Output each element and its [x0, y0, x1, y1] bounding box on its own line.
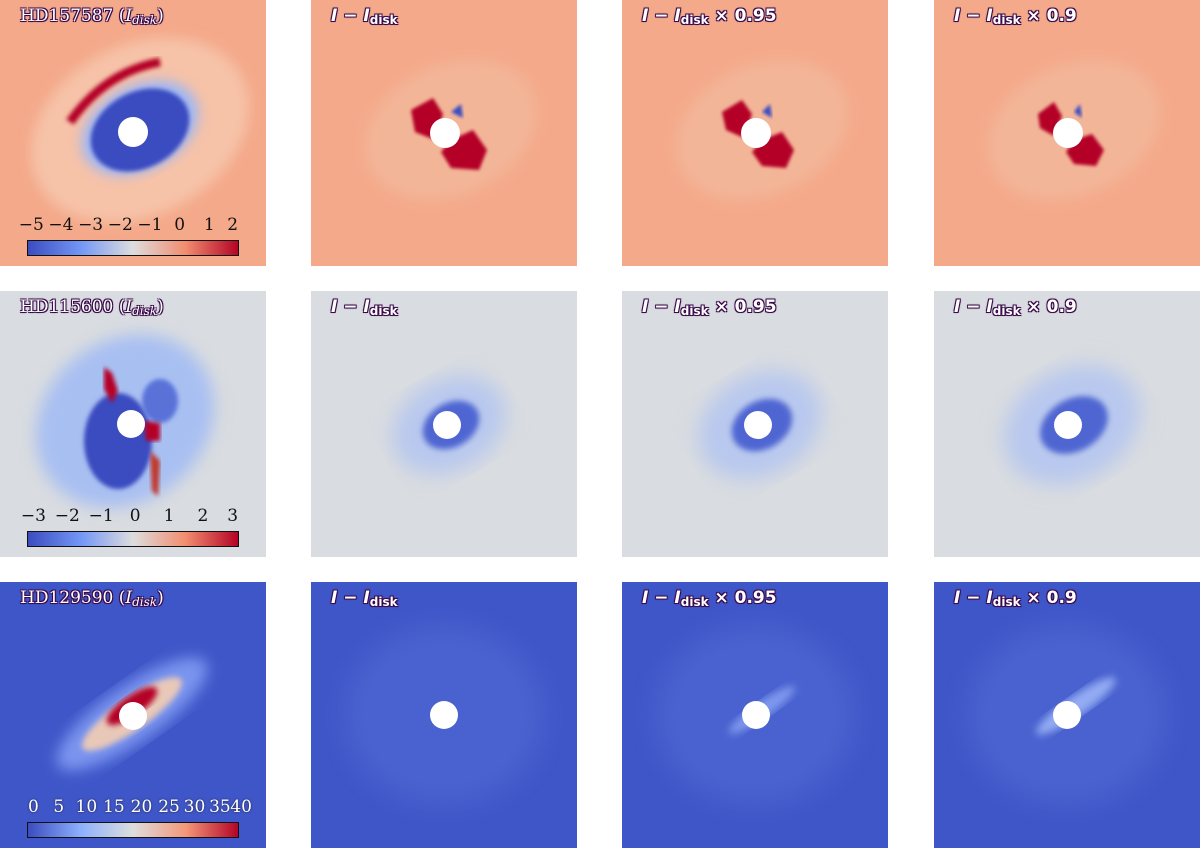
colorbar-tick: −1 [137, 215, 163, 235]
residual-image [311, 0, 577, 266]
residual-image [622, 0, 888, 266]
colorbar-tick: 30 [183, 797, 206, 817]
panel-hd129590-residual-09: I − Idisk × 0.9 [934, 582, 1200, 848]
residual-image [934, 291, 1200, 557]
panel-title: I − Idisk [331, 588, 398, 609]
colorbar-tick: 5 [53, 797, 65, 817]
colorbar-tick: 35 [209, 797, 231, 817]
panel-title: HD157587 (Idisk) [20, 6, 164, 27]
colorbar-ticks: −5 −4 −3 −2 −1 0 1 2 [19, 214, 239, 238]
colorbar-tick: 0 [129, 506, 141, 526]
disk-image [0, 291, 266, 557]
panel-title: I − Idisk [331, 6, 398, 27]
colorbar-tick: 0 [27, 797, 39, 817]
panel-hd157587-residual-095: I − Idisk × 0.95 [622, 0, 888, 266]
panel-title: HD129590 (Idisk) [20, 588, 164, 609]
colorbar-tick: −1 [88, 506, 114, 526]
panel-hd115600-disk: HD115600 (Idisk) −3 −2 −1 0 1 2 3 [0, 291, 266, 557]
colorbar-tick: 3 [227, 506, 239, 526]
residual-image [934, 582, 1200, 848]
colorbar-tick: 1 [163, 506, 175, 526]
colorbar-tick: −2 [54, 506, 80, 526]
colorbar-tick: −3 [78, 215, 104, 235]
colorbar-ticks: 0 5 10 15 20 25 30 35 40 [27, 796, 252, 820]
colorbar-tick: −3 [20, 506, 46, 526]
colorbar [27, 822, 239, 838]
colorbar-tick: −2 [107, 215, 133, 235]
panel-title: I − Idisk × 0.95 [642, 6, 777, 27]
panel-title: I − Idisk [331, 297, 398, 318]
residual-image [622, 582, 888, 848]
panel-title: I − Idisk × 0.9 [954, 588, 1077, 609]
colorbar-tick: 1 [203, 215, 215, 235]
colorbar [27, 531, 239, 547]
residual-image [934, 0, 1200, 266]
panel-title: I − Idisk × 0.9 [954, 6, 1077, 27]
panel-hd129590-disk: HD129590 (Idisk) 0 5 10 15 20 25 30 35 4… [0, 582, 266, 848]
colorbar-tick: 2 [197, 506, 209, 526]
disk-image [0, 0, 266, 266]
colorbar [27, 240, 239, 256]
panel-hd129590-residual: I − Idisk [311, 582, 577, 848]
panel-hd115600-residual: I − Idisk [311, 291, 577, 557]
colorbar-tick: 15 [103, 797, 125, 817]
residual-image [311, 291, 577, 557]
panel-hd115600-residual-095: I − Idisk × 0.95 [622, 291, 888, 557]
colorbar-tick: 40 [230, 797, 252, 817]
colorbar-tick: 20 [130, 797, 153, 817]
panel-hd115600-residual-09: I − Idisk × 0.9 [934, 291, 1200, 557]
colorbar-ticks: −3 −2 −1 0 1 2 3 [21, 505, 239, 529]
panel-hd129590-residual-095: I − Idisk × 0.95 [622, 582, 888, 848]
colorbar-tick: −4 [48, 215, 74, 235]
colorbar-tick: −5 [18, 215, 44, 235]
residual-image [622, 291, 888, 557]
panel-title: I − Idisk × 0.95 [642, 297, 777, 318]
panel-title: I − Idisk × 0.9 [954, 297, 1077, 318]
disk-image [0, 582, 266, 848]
panel-title: HD115600 (Idisk) [20, 297, 164, 318]
panel-title: I − Idisk × 0.95 [642, 588, 777, 609]
residual-image [311, 582, 577, 848]
colorbar-tick: 25 [158, 797, 180, 817]
panel-hd157587-disk: HD157587 (Idisk) −5 −4 −3 −2 −1 0 1 2 [0, 0, 266, 266]
colorbar-tick: 2 [227, 215, 239, 235]
colorbar-tick: 10 [75, 797, 98, 817]
panel-hd157587-residual: I − Idisk [311, 0, 577, 266]
panel-hd157587-residual-09: I − Idisk × 0.9 [934, 0, 1200, 266]
colorbar-tick: 0 [174, 215, 186, 235]
